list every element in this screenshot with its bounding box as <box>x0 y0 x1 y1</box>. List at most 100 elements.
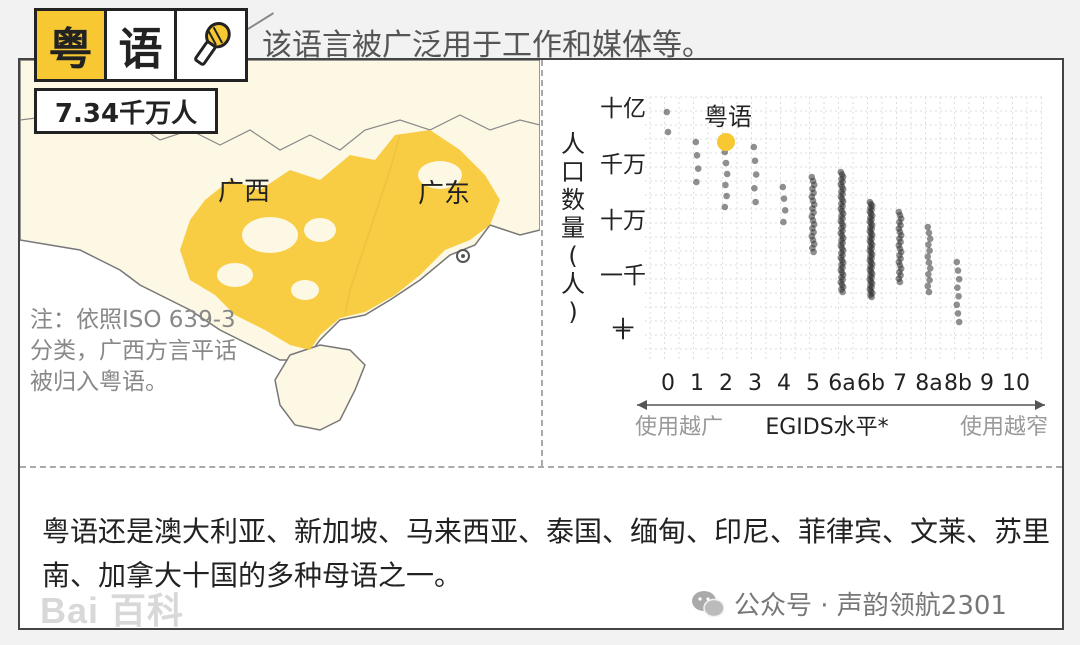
x-tick-label: 2 <box>719 371 733 396</box>
x-tick-label: 8b <box>944 371 972 396</box>
y-axis-label-char: ) <box>568 298 577 326</box>
wechat-icon <box>692 590 725 617</box>
data-point <box>924 223 932 231</box>
data-point <box>750 143 758 151</box>
data-point <box>779 183 787 191</box>
map-label-guangxi: 广西 <box>218 177 270 207</box>
data-point <box>752 198 759 206</box>
highlight-label: 粤语 <box>704 103 752 131</box>
data-point <box>924 253 932 260</box>
data-point <box>839 288 846 296</box>
data-point <box>925 241 932 249</box>
data-point <box>752 171 760 178</box>
data-point <box>925 270 932 278</box>
title-row: 粤 语 <box>34 8 248 82</box>
map-patch <box>242 217 298 253</box>
header-note: 该语言被广泛用于工作和媒体等。 <box>262 28 712 63</box>
title-char-1: 粤 <box>37 11 107 79</box>
map-patch <box>418 161 462 189</box>
arrow-right-head <box>1035 400 1045 410</box>
x-tick-label: 10 <box>1002 371 1030 396</box>
data-point <box>953 258 961 266</box>
x-tick-label: 5 <box>806 371 820 396</box>
data-point <box>953 301 961 309</box>
x-axis-left-caption: 使用越广 <box>635 415 723 440</box>
y-tick-label: 千万 <box>600 152 646 178</box>
data-point <box>721 203 729 211</box>
map-note-line: 注：依照ISO 639-3 <box>30 307 236 333</box>
data-point <box>925 229 933 237</box>
data-point <box>954 284 961 292</box>
x-tick-label: 6a <box>828 371 855 396</box>
data-point <box>723 170 731 178</box>
city-marker-dot <box>461 254 465 258</box>
data-point <box>924 282 932 290</box>
y-axis-label-char: ( <box>568 242 577 270</box>
x-tick-label: 3 <box>748 371 762 396</box>
data-point <box>926 247 933 254</box>
map-area: 广西 广东 <box>20 60 540 465</box>
data-point <box>926 235 934 243</box>
footer-text: 公众号 · 声韵领航2301 <box>734 591 1007 621</box>
x-tick-label: 6b <box>857 371 885 396</box>
title-char-2: 语 <box>107 11 177 79</box>
x-tick-label: 8a <box>915 371 942 396</box>
baike-watermark: Bai 百科 <box>40 590 185 631</box>
y-axis-label-char: 人 <box>561 130 585 158</box>
data-point <box>955 275 963 283</box>
map-patch <box>304 218 336 242</box>
microphone-icon <box>177 11 245 79</box>
x-tick-label: 0 <box>661 371 675 396</box>
highlight-point <box>717 133 735 151</box>
map-note-line: 被归入粤语。 <box>30 369 168 395</box>
data-point <box>868 293 875 301</box>
data-point <box>663 108 671 116</box>
data-point <box>693 152 701 159</box>
y-tick-label: 十万 <box>600 208 646 234</box>
data-point <box>925 259 933 266</box>
data-point <box>693 178 700 186</box>
data-point <box>810 248 817 256</box>
data-point <box>722 159 730 167</box>
hainan-island <box>274 344 366 431</box>
y-tick-label: 十 <box>612 317 635 343</box>
x-tick-label: 7 <box>893 371 907 396</box>
title-block: 粤 语 7.34千万人 <box>34 8 248 134</box>
horizontal-divider <box>20 466 1062 468</box>
data-point <box>780 195 788 202</box>
map-note: 注：依照ISO 639-3 分类，广西方言平话 被归入粤语。 <box>30 305 237 398</box>
population-box: 7.34千万人 <box>34 88 218 134</box>
x-axis-label: EGIDS水平* <box>765 415 888 440</box>
data-point <box>780 218 787 226</box>
vertical-divider <box>541 60 543 466</box>
data-point <box>694 165 702 172</box>
x-tick-label: 9 <box>980 371 994 396</box>
map-note-line: 分类，广西方言平话 <box>30 338 237 364</box>
map-svg: 广西 广东 <box>20 60 540 465</box>
data-point <box>723 192 730 200</box>
footer-credit: 公众号 · 声韵领航2301 <box>690 585 1007 622</box>
x-axis-right-caption: 使用越窄 <box>960 415 1048 440</box>
data-point <box>751 184 758 192</box>
data-point <box>954 267 962 274</box>
arrow-left-head <box>637 400 647 410</box>
data-point <box>954 310 962 317</box>
y-axis-label-char: 量 <box>561 214 585 242</box>
bottom-description: 粤语还是澳大利亚、新加坡、马来西亚、泰国、缅甸、印尼、菲律宾、文莱、苏里南、加拿… <box>42 515 1051 592</box>
cantonese-area <box>180 130 500 350</box>
y-axis-label-char: 人 <box>561 270 585 298</box>
data-point <box>896 278 904 286</box>
data-point <box>664 128 672 136</box>
y-tick-label: 十亿 <box>600 96 646 122</box>
map-label-guangdong: 广东 <box>418 179 470 209</box>
y-axis-label-char: 数 <box>561 186 585 214</box>
data-point <box>925 288 933 296</box>
data-point <box>955 318 963 326</box>
x-tick-label: 1 <box>690 371 704 396</box>
y-axis-label-char: 口 <box>561 158 585 186</box>
data-point <box>751 157 759 165</box>
data-point <box>692 138 700 146</box>
data-point <box>955 292 962 300</box>
data-point <box>781 207 789 214</box>
